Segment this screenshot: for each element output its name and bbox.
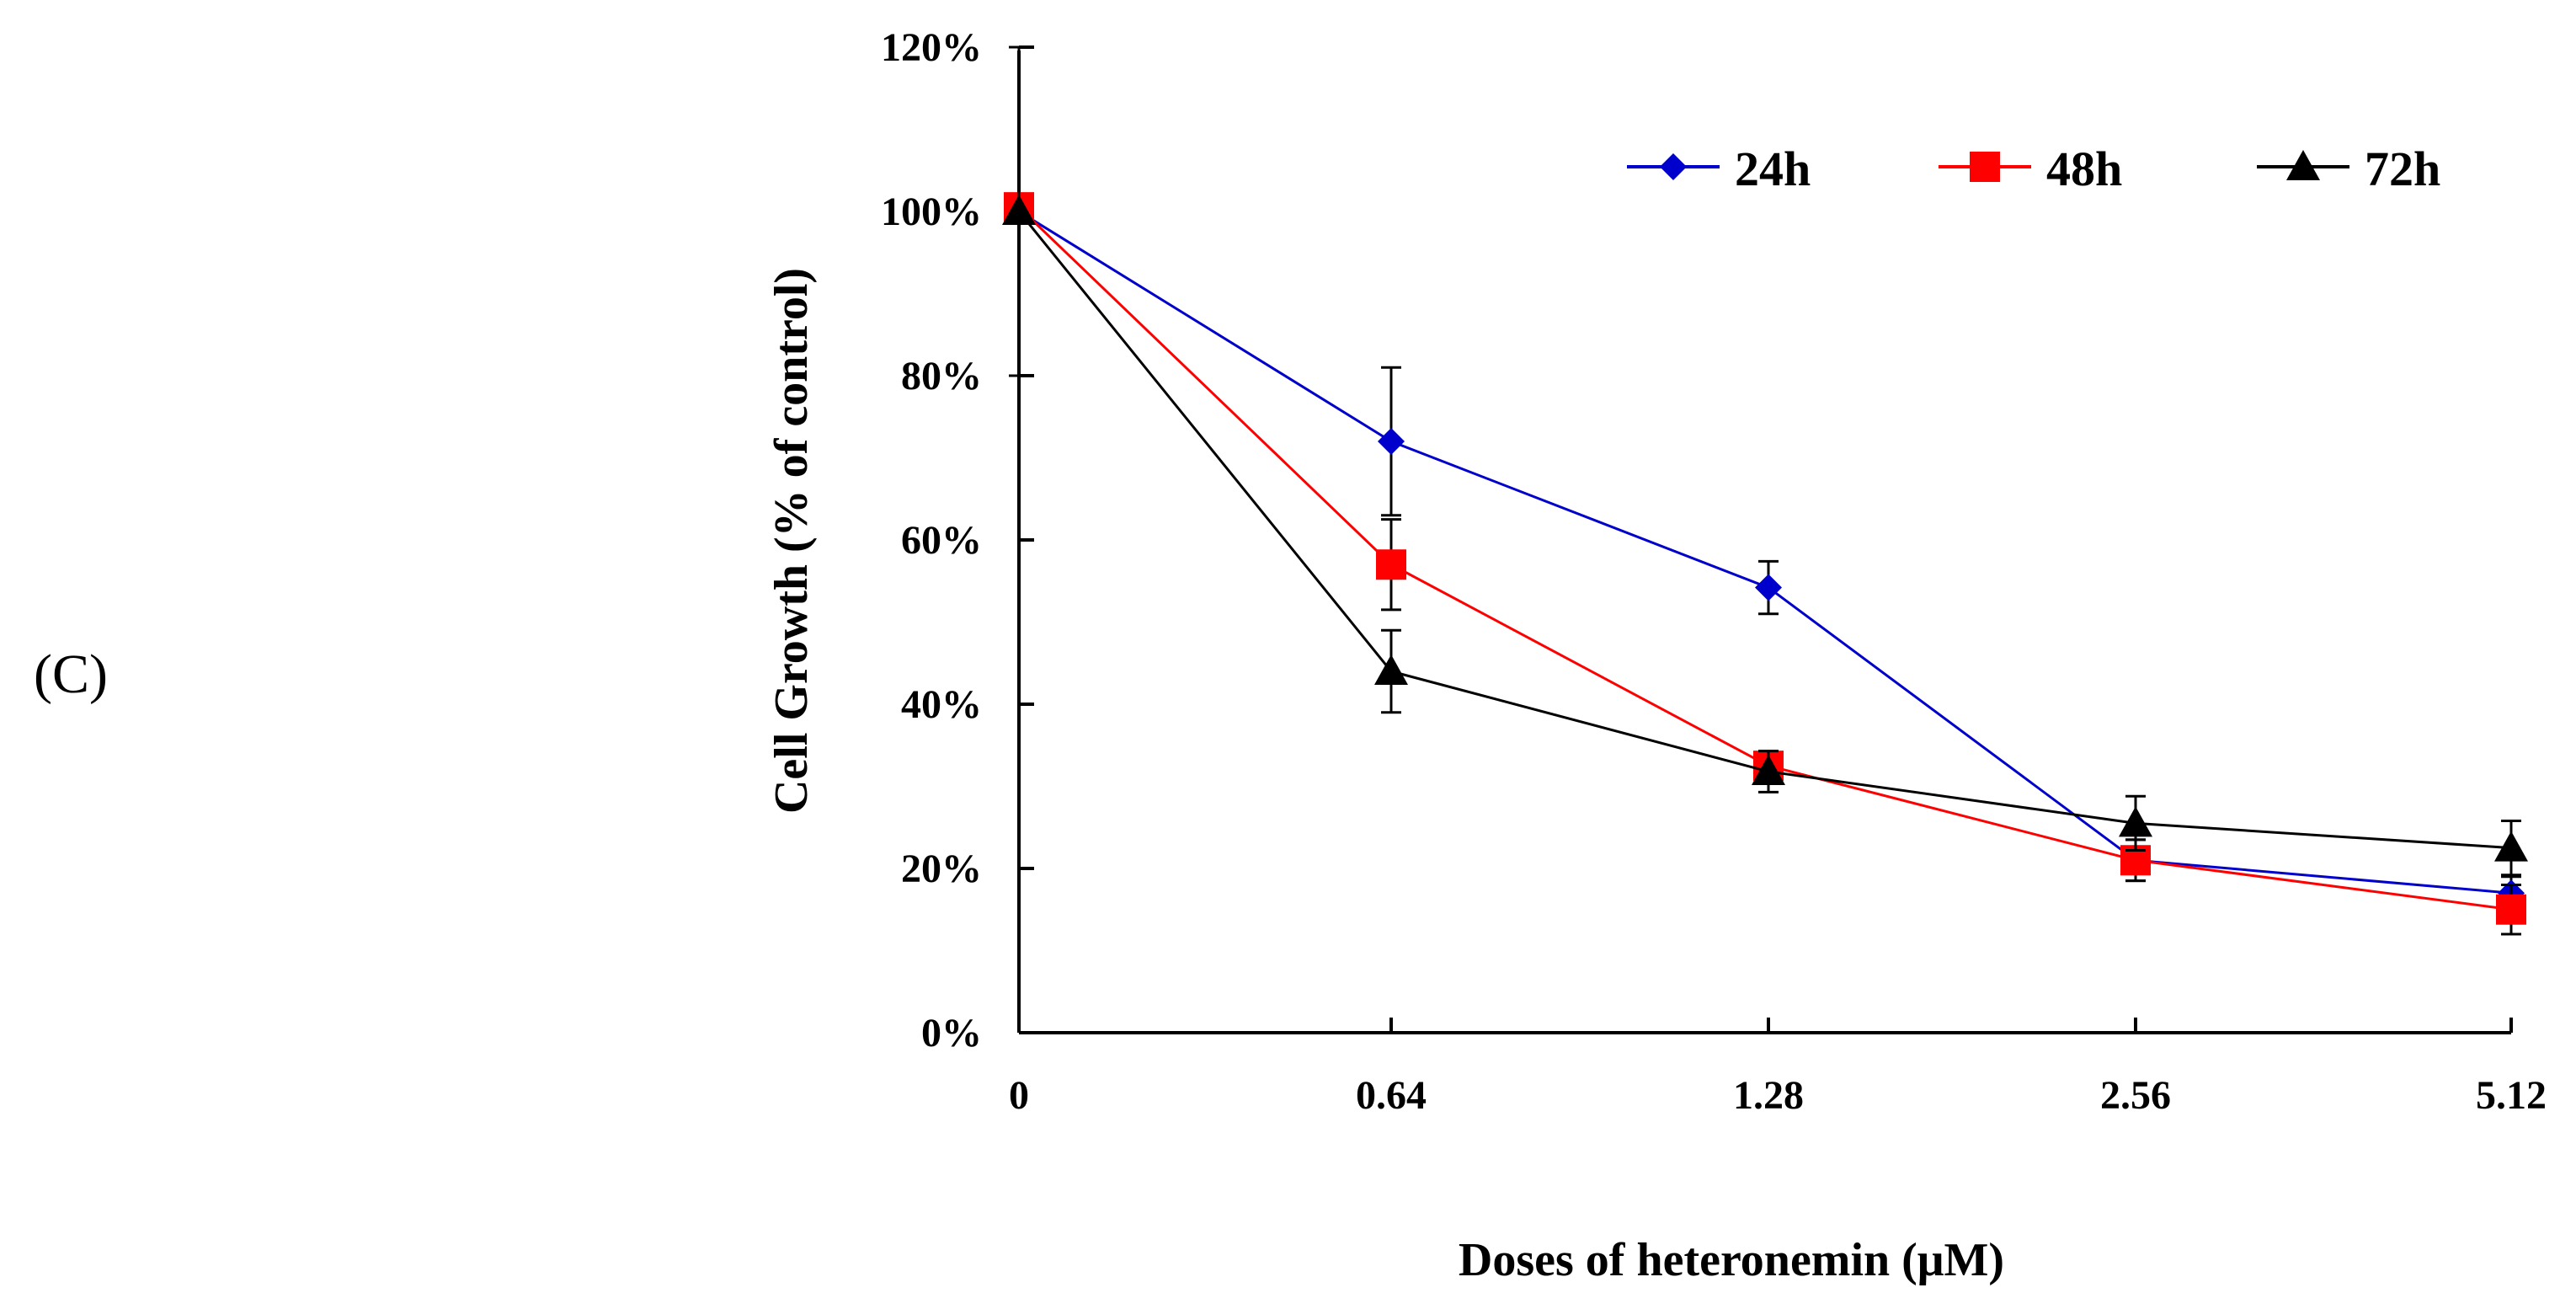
x-axis-title: Doses of heteronemin (μM) bbox=[1459, 1234, 2004, 1286]
series-24h bbox=[1005, 198, 2525, 911]
y-tick-label: 100% bbox=[881, 190, 982, 234]
legend: 24h 48h 72h bbox=[1627, 142, 2440, 196]
series-48h bbox=[1004, 192, 2526, 936]
legend-label: 48h bbox=[2046, 142, 2122, 196]
legend-item-24h: 24h bbox=[1627, 142, 1811, 196]
y-ticks: 0% 20% 40% 60% 80% 100% 120% bbox=[881, 25, 1034, 1055]
x-axis: 0 0.64 1.28 2.56 5.12 bbox=[1009, 1018, 2547, 1118]
x-tick-label: 5.12 bbox=[2476, 1073, 2547, 1118]
plot-area bbox=[1002, 45, 2528, 936]
y-tick-label: 0% bbox=[921, 1011, 982, 1055]
y-axis-title: Cell Growth (% of control) bbox=[765, 268, 818, 814]
data-point bbox=[1755, 574, 1782, 601]
x-tick-label: 0.64 bbox=[1356, 1073, 1427, 1118]
data-point bbox=[1002, 195, 1036, 225]
data-point bbox=[2496, 894, 2526, 925]
y-tick-label: 60% bbox=[901, 518, 982, 563]
legend-marker bbox=[1660, 153, 1687, 180]
x-tick-label: 0 bbox=[1009, 1073, 1029, 1118]
data-point bbox=[2119, 806, 2152, 837]
panel-label: (C) bbox=[34, 644, 108, 705]
x-ticks: 0 0.64 1.28 2.56 5.12 bbox=[1009, 1018, 2547, 1118]
y-tick-label: 80% bbox=[901, 354, 982, 398]
series-72h bbox=[1002, 45, 2528, 877]
data-point bbox=[1752, 754, 1785, 785]
data-point bbox=[1376, 549, 1406, 580]
series-line bbox=[1017, 206, 2512, 911]
y-tick-label: 40% bbox=[901, 682, 982, 727]
data-point bbox=[1374, 654, 1408, 685]
x-tick-label: 1.28 bbox=[1733, 1073, 1804, 1118]
y-tick-label: 120% bbox=[881, 25, 982, 70]
data-point bbox=[1378, 428, 1405, 455]
legend-item-48h: 48h bbox=[1939, 142, 2122, 196]
legend-label: 24h bbox=[1735, 142, 1811, 196]
legend-label: 72h bbox=[2365, 142, 2440, 196]
data-point bbox=[2494, 831, 2528, 862]
x-tick-label: 2.56 bbox=[2100, 1073, 2171, 1118]
legend-item-72h: 72h bbox=[2257, 142, 2440, 196]
legend-marker bbox=[2286, 150, 2320, 180]
y-tick-label: 20% bbox=[901, 847, 982, 891]
y-axis: 0% 20% 40% 60% 80% 100% 120% bbox=[881, 25, 1034, 1055]
legend-marker bbox=[1970, 152, 2000, 182]
